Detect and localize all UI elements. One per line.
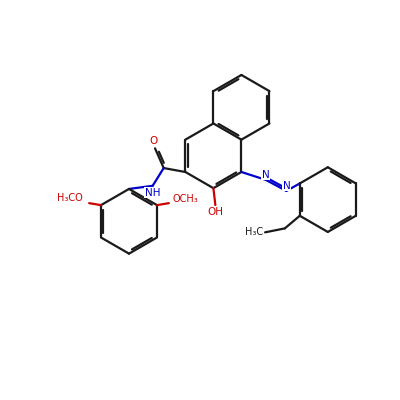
Text: H₃C: H₃C [245, 226, 263, 236]
Text: H₃CO: H₃CO [56, 194, 82, 204]
Text: N: N [262, 170, 270, 180]
Text: N: N [282, 181, 290, 191]
Text: OH: OH [207, 207, 223, 217]
Text: OCH₃: OCH₃ [172, 194, 198, 204]
Text: NH: NH [145, 188, 160, 198]
Text: O: O [149, 136, 157, 146]
